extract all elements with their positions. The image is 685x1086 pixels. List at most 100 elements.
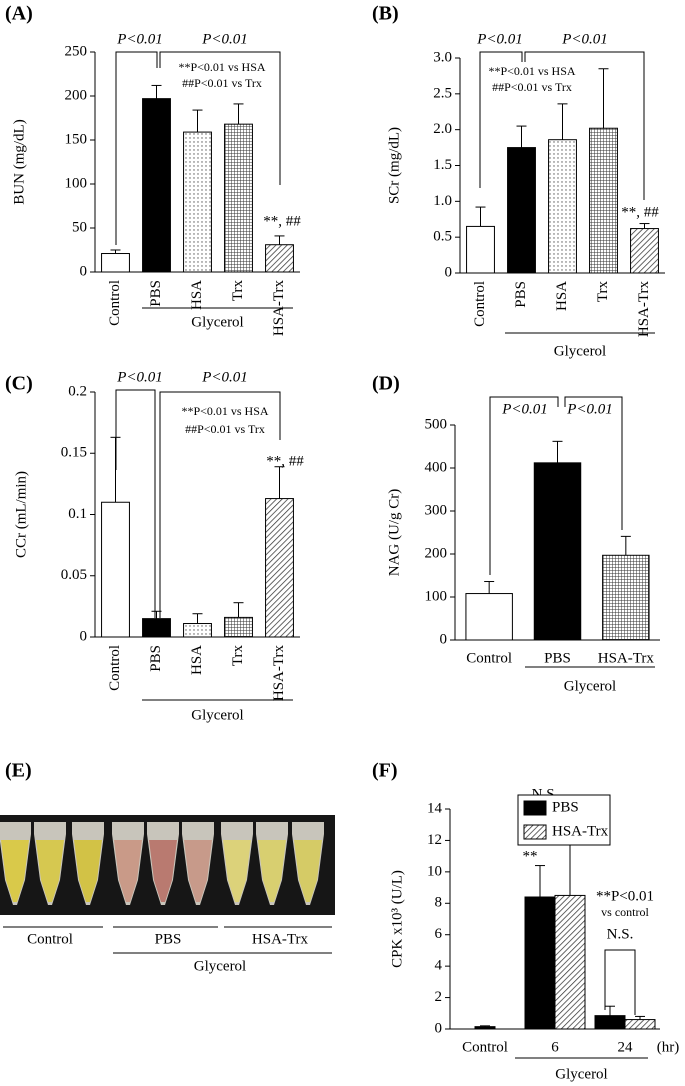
tubes: [0, 822, 324, 905]
x-tick-label: Control: [466, 650, 512, 666]
panel-label: (A): [5, 3, 33, 25]
tube-liquid: [36, 840, 64, 902]
bracket: [159, 391, 281, 618]
bracket: [479, 51, 523, 188]
y-tick-label: 10: [427, 863, 442, 879]
legend-swatch: [523, 800, 547, 816]
y-tick-label: 2: [435, 989, 443, 1005]
bar: [630, 228, 659, 274]
photo-panel: (E) Control PBS HSA-Trx Glycerol: [0, 760, 335, 974]
annotation: ##P<0.01 vs Trx: [185, 422, 265, 436]
y-tick-label: 400: [425, 459, 448, 475]
y-tick-label: 200: [425, 545, 448, 561]
group-label: PBS: [155, 931, 182, 947]
tube-liquid: [1, 840, 29, 902]
bar: [465, 593, 513, 641]
x-tick-label: Control: [107, 280, 123, 326]
annotation: ##P<0.01 vs Trx: [182, 76, 262, 90]
annotation: P<0.01: [476, 31, 523, 47]
y-tick-label: 500: [425, 416, 448, 432]
annotation: vs control: [601, 905, 649, 919]
y-tick-label: 14: [427, 800, 443, 816]
tube-liquid: [184, 840, 212, 902]
legend-label: PBS: [552, 799, 579, 815]
annotation: **, ##: [621, 204, 659, 220]
tube-liquid: [294, 840, 322, 902]
y-axis-label: BUN (mg/dL): [11, 119, 27, 204]
x-tick-label: PBS: [148, 645, 164, 672]
panel-label: (C): [5, 373, 33, 395]
y-tick-label: 4: [435, 958, 443, 974]
bar: [265, 498, 294, 638]
x-tick-label: HSA-Trx: [271, 645, 287, 702]
x-tick-label: HSA-Trx: [598, 650, 655, 666]
bar: [183, 131, 212, 273]
y-tick-label: 0: [440, 631, 448, 647]
y-tick-label: 100: [425, 588, 448, 604]
y-tick-label: 0.05: [61, 567, 87, 583]
annotation: **: [523, 848, 538, 864]
y-axis-label: SCr (mg/dL): [386, 127, 402, 204]
legend-swatch: [523, 824, 547, 840]
x-tick-label: HSA-Trx: [636, 281, 652, 338]
bar: [507, 147, 536, 274]
y-tick-label: 0: [445, 264, 453, 280]
x-tick-label: HSA: [554, 281, 570, 311]
group-label: Glycerol: [555, 1066, 607, 1082]
bar: [602, 554, 650, 641]
annotation: P<0.01: [116, 369, 163, 385]
bracket: [115, 389, 156, 618]
bar: [183, 623, 212, 638]
group-label: Glycerol: [564, 678, 616, 694]
x-tick-label: PBS: [544, 650, 571, 666]
bracket: [604, 949, 636, 1015]
annotation: **, ##: [263, 213, 301, 229]
group-label: HSA-Trx: [252, 931, 309, 947]
y-tick-label: 2.0: [433, 121, 452, 137]
group-label: Glycerol: [194, 958, 246, 974]
annotation: N.S.: [607, 926, 634, 942]
y-tick-label: 0.2: [68, 383, 87, 399]
y-tick-label: 0.5: [433, 229, 452, 245]
annotation: P<0.01: [566, 401, 613, 417]
y-tick-label: 3.0: [433, 49, 452, 65]
bar: [594, 1015, 626, 1030]
annotation: **P<0.01: [596, 888, 654, 904]
annotation: **, ##: [266, 453, 304, 469]
x-tick-label: PBS: [513, 281, 529, 308]
y-tick-label: 0.15: [61, 445, 87, 461]
bar: [101, 501, 130, 638]
bar: [533, 462, 582, 641]
bar: [101, 253, 130, 273]
y-tick-label: 150: [65, 131, 88, 147]
annotation: **P<0.01 vs HSA: [488, 64, 575, 78]
x-unit: (hr): [657, 1039, 680, 1055]
annotation: P<0.01: [501, 401, 548, 417]
tube-liquid: [223, 840, 251, 902]
group-label: Glycerol: [191, 314, 243, 330]
bracket: [489, 396, 559, 575]
y-tick-label: 0: [80, 628, 88, 644]
legend-box: [517, 794, 611, 846]
annotation: P<0.01: [201, 369, 248, 385]
tube-liquid: [74, 840, 102, 902]
group-label: Glycerol: [191, 707, 243, 723]
y-axis-label: CPK x10³ (U/L): [389, 870, 405, 968]
annotation: P<0.01: [116, 31, 163, 47]
y-tick-label: 100: [65, 175, 88, 191]
panel-label: (F): [372, 760, 398, 782]
bar: [474, 1026, 496, 1030]
tube-liquid: [258, 840, 286, 902]
y-tick-label: 12: [427, 832, 442, 848]
y-tick-label: 0: [80, 263, 88, 279]
x-tick-label: Trx: [230, 645, 246, 667]
x-tick-label: 24: [618, 1039, 634, 1055]
x-tick-label: Control: [107, 645, 123, 691]
tube-liquid: [114, 840, 142, 902]
bar: [224, 123, 253, 273]
y-tick-label: 300: [425, 502, 448, 518]
bracket: [564, 396, 623, 530]
annotation: P<0.01: [561, 31, 608, 47]
y-tick-label: 0: [435, 1020, 443, 1036]
